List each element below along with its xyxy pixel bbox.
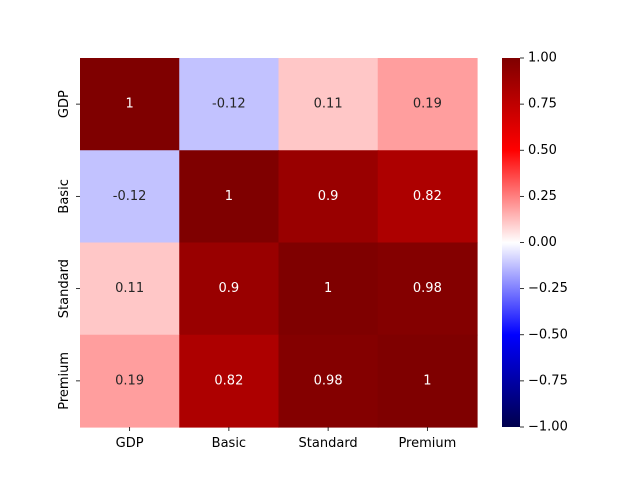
colorbar-gradient	[502, 58, 520, 427]
colorbar-tick-label: −0.50	[528, 327, 568, 342]
colorbar-ticks: 1.00 0.75 0.50 0.25 0.00 −0.25 −0.50 −0.75 −1.00	[520, 51, 568, 435]
heatmap-cell-labels: 1 -0.12 0.11 0.19 -0.12 1 0.9 0.82 0.11 0.9 1 0.98 0…	[113, 97, 442, 389]
colorbar-tick-label: 0.00	[528, 235, 557, 250]
heatmap-cell	[278, 334, 379, 428]
colorbar-tick-label: 1.00	[528, 51, 557, 66]
cell-label: 0.19	[413, 97, 442, 112]
cell-label: -0.12	[212, 97, 246, 112]
x-axis: GDP Basic Standard Premium	[116, 427, 456, 451]
heatmap-cell	[179, 58, 280, 151]
y-axis: GDP Basic Standard Premium	[57, 90, 80, 410]
cell-label: 0.98	[314, 373, 343, 388]
cell-label: 0.82	[413, 189, 442, 204]
cell-label: 1	[423, 373, 431, 388]
heatmap-cell	[278, 58, 379, 151]
heatmap-cell	[80, 334, 180, 428]
cell-label: 0.11	[314, 97, 343, 112]
heatmap-cell	[80, 242, 180, 336]
y-tick-label: GDP	[57, 90, 72, 118]
cell-label: 0.9	[219, 281, 240, 296]
y-tick-label: Basic	[57, 179, 72, 213]
cell-label: 0.98	[413, 281, 442, 296]
heatmap-cell	[377, 58, 478, 151]
heatmap-cell	[377, 150, 478, 244]
cell-label: 0.82	[214, 373, 243, 388]
cell-label: 0.9	[318, 189, 339, 204]
colorbar-tick-label: 0.25	[528, 189, 557, 204]
x-tick-label: Premium	[398, 436, 456, 451]
heatmap-cell	[179, 334, 280, 428]
heatmap-cell	[179, 150, 280, 244]
x-tick-label: Standard	[299, 436, 358, 451]
cell-label: 1	[324, 281, 332, 296]
cell-label: 0.19	[115, 373, 144, 388]
colorbar-tick-label: 0.75	[528, 97, 557, 112]
colorbar-tick-label: −1.00	[528, 420, 568, 435]
x-tick-label: GDP	[116, 436, 144, 451]
cell-label: 1	[125, 97, 133, 112]
heatmap-cell	[80, 150, 180, 244]
colorbar-tick-label: −0.25	[528, 281, 568, 296]
cell-label: -0.12	[113, 189, 147, 204]
heatmap-cell	[278, 150, 379, 244]
x-tick-label: Basic	[212, 436, 246, 451]
heatmap-cell	[179, 242, 280, 336]
heatmap-cell	[377, 334, 478, 428]
colorbar-tick-label: 0.50	[528, 143, 557, 158]
colorbar: 1.00 0.75 0.50 0.25 0.00 −0.25 −0.50 −0.75 −1.00	[502, 51, 568, 435]
cell-label: 0.11	[115, 281, 144, 296]
heatmap-cell	[80, 58, 180, 151]
colorbar-tick-label: −0.75	[528, 373, 568, 388]
cell-label: 1	[225, 189, 233, 204]
y-tick-label: Premium	[57, 352, 72, 410]
heatmap-cell	[377, 242, 478, 336]
heatmap-cell	[278, 242, 379, 336]
y-tick-label: Standard	[57, 259, 72, 318]
heatmap-cells	[80, 58, 478, 428]
